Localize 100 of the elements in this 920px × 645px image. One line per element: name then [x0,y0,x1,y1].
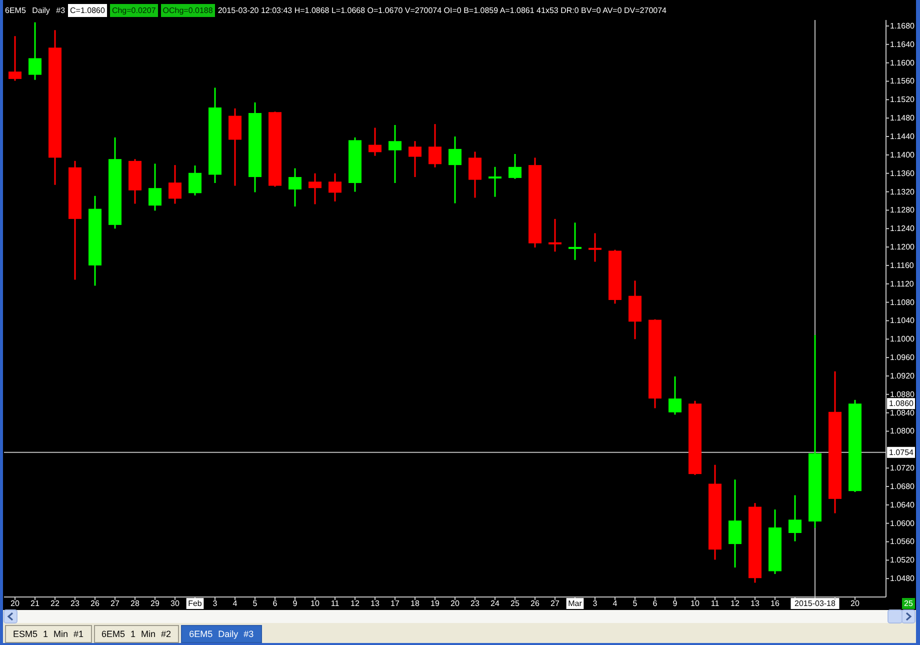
x-tick-label: 17 [390,599,400,608]
candlestick [408,140,422,178]
y-tick-label: 1.1040 [890,316,916,326]
x-tick-label: Mar [568,599,582,608]
x-tick-label: 10 [310,599,320,608]
x-tick-label: 30 [170,599,180,608]
chart-title: 6EM5 Daily #3 [5,6,66,14]
y-tick-label: 1.1200 [890,242,916,252]
x-tick-label: 21 [30,599,40,608]
y-tick-label: 1.0560 [890,537,916,546]
candlestick [728,478,742,568]
y-tick-label: 1.0600 [890,518,916,528]
text: OChg=0.0188 [160,4,215,16]
annotation: 1.0860 [889,399,914,408]
y-tick-label: 1.0920 [890,371,916,380]
x-tick-label: 5 [632,599,638,608]
tab: ESM5 1 Min #1 [5,625,92,643]
y-tick-label: 1.0680 [890,482,916,491]
x-tick-label: 12 [350,599,360,608]
x-tick-label: 9 [672,599,678,608]
candlestick [388,124,402,184]
y-tick-label: 1.0480 [890,574,916,584]
x-tick-label: 12 [730,599,740,608]
y-tick-label: 1.0960 [890,353,916,362]
candlestick [548,218,562,252]
candlestick [148,162,162,212]
x-tick-label: 11 [710,599,720,608]
x-tick-label: 9 [292,599,298,608]
x-tick-label: 13 [750,599,760,608]
y-tick-label: 1.1120 [890,279,914,288]
candlestick [288,168,302,208]
x-tick-label: 29 [150,599,160,608]
x-tick-label: 26 [90,599,100,608]
y-tick-label: 1.1400 [890,150,916,160]
x-tick-label: 4 [612,599,618,608]
candlestick [468,150,482,198]
y-tick-label: 1.1680 [890,21,916,30]
x-tick-label: 25 [510,599,520,608]
x-tick-label: 27 [110,599,120,608]
y-tick-label: 1.1000 [890,334,916,344]
candlestick [428,123,442,168]
x-tick-label: 6 [652,599,658,608]
x-tick-label: 16 [770,599,780,608]
text: Chg=0.0207 [110,4,158,16]
x-tick-label: 11 [330,599,340,608]
x-tick-label: 23 [470,599,480,608]
candlestick [8,35,22,82]
candlestick [488,166,502,198]
candlestick [188,164,202,196]
x-tick-label: 19 [430,599,440,608]
tab: 6EM5 Daily #3 [181,625,262,643]
tab: 6EM5 1 Min #2 [94,625,180,643]
y-tick-label: 1.1560 [890,76,916,86]
x-tick-label: 23 [70,599,80,608]
y-tick-label: 1.0840 [890,408,916,418]
y-tick-label: 1.1640 [890,40,916,49]
x-tick-label: 20 [850,599,860,608]
candlestick [228,108,242,187]
chart-subtitle: 2015-03-20 12:03:43 H=1.0868 L=1.0668 O=1.0670 V=270074 OI=0 B=1.0859 A=1.0861 41x53 DR:0 BV=0 AV=0 DV=270074 [218,6,666,14]
candlestick [308,172,322,205]
x-tick-label: 10 [690,599,700,608]
x-tick-label: Feb [188,599,202,608]
text: C=1.0860 [68,4,107,16]
x-tick-label: 5 [252,599,258,608]
x-tick-label: 20 [10,599,20,608]
x-tick-label: 22 [50,599,60,608]
candlestick [508,153,522,180]
x-tick-label: 27 [550,599,560,608]
x-tick-label: 6 [272,599,278,608]
candlestick [448,136,462,204]
x-tick-label: 18 [410,599,420,608]
candlestick [568,222,582,261]
candlestick [668,376,682,416]
y-tick-label: 1.1440 [890,132,916,142]
y-tick-label: 1.0880 [890,390,916,399]
x-tick-label: 28 [130,599,140,608]
candlestick [368,127,382,157]
y-tick-label: 1.1280 [890,206,916,215]
x-tick-label: 2015-03-18 [794,599,836,608]
y-tick-label: 1.1240 [890,224,916,234]
candlestick [588,232,602,263]
candlestick [788,494,802,542]
y-tick-label: 1.0800 [890,426,916,436]
y-tick-label: 1.0720 [890,464,916,473]
y-tick-label: 1.1360 [890,168,916,178]
y-tick-label: 1.1480 [890,114,916,123]
candlestick [28,22,42,81]
x-tick-label: 4 [232,599,238,608]
ref-line-label: 1.0754 [889,448,914,457]
x-tick-label: 24 [490,599,500,608]
x-tick-label: 26 [530,599,540,608]
x-tick-label: 3 [592,599,598,608]
x-tick-label: 13 [370,599,380,608]
x-tick-label: 20 [450,599,460,608]
y-tick-label: 1.1320 [890,187,916,196]
y-tick-label: 1.0520 [890,556,916,565]
x-tick-label: 3 [212,599,218,608]
y-tick-label: 1.1520 [890,95,916,104]
y-tick-label: 1.1080 [890,298,916,307]
candlestick [328,172,342,202]
